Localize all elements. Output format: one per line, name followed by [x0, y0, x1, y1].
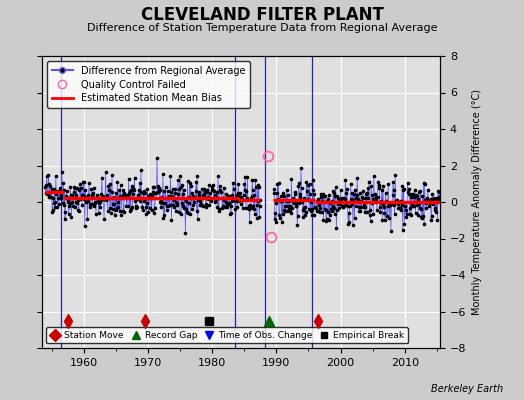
Y-axis label: Monthly Temperature Anomaly Difference (°C): Monthly Temperature Anomaly Difference (… [472, 89, 482, 315]
Text: CLEVELAND FILTER PLANT: CLEVELAND FILTER PLANT [140, 6, 384, 24]
Legend: Station Move, Record Gap, Time of Obs. Change, Empirical Break: Station Move, Record Gap, Time of Obs. C… [47, 327, 408, 344]
Text: Difference of Station Temperature Data from Regional Average: Difference of Station Temperature Data f… [87, 23, 437, 33]
Text: Berkeley Earth: Berkeley Earth [431, 384, 503, 394]
